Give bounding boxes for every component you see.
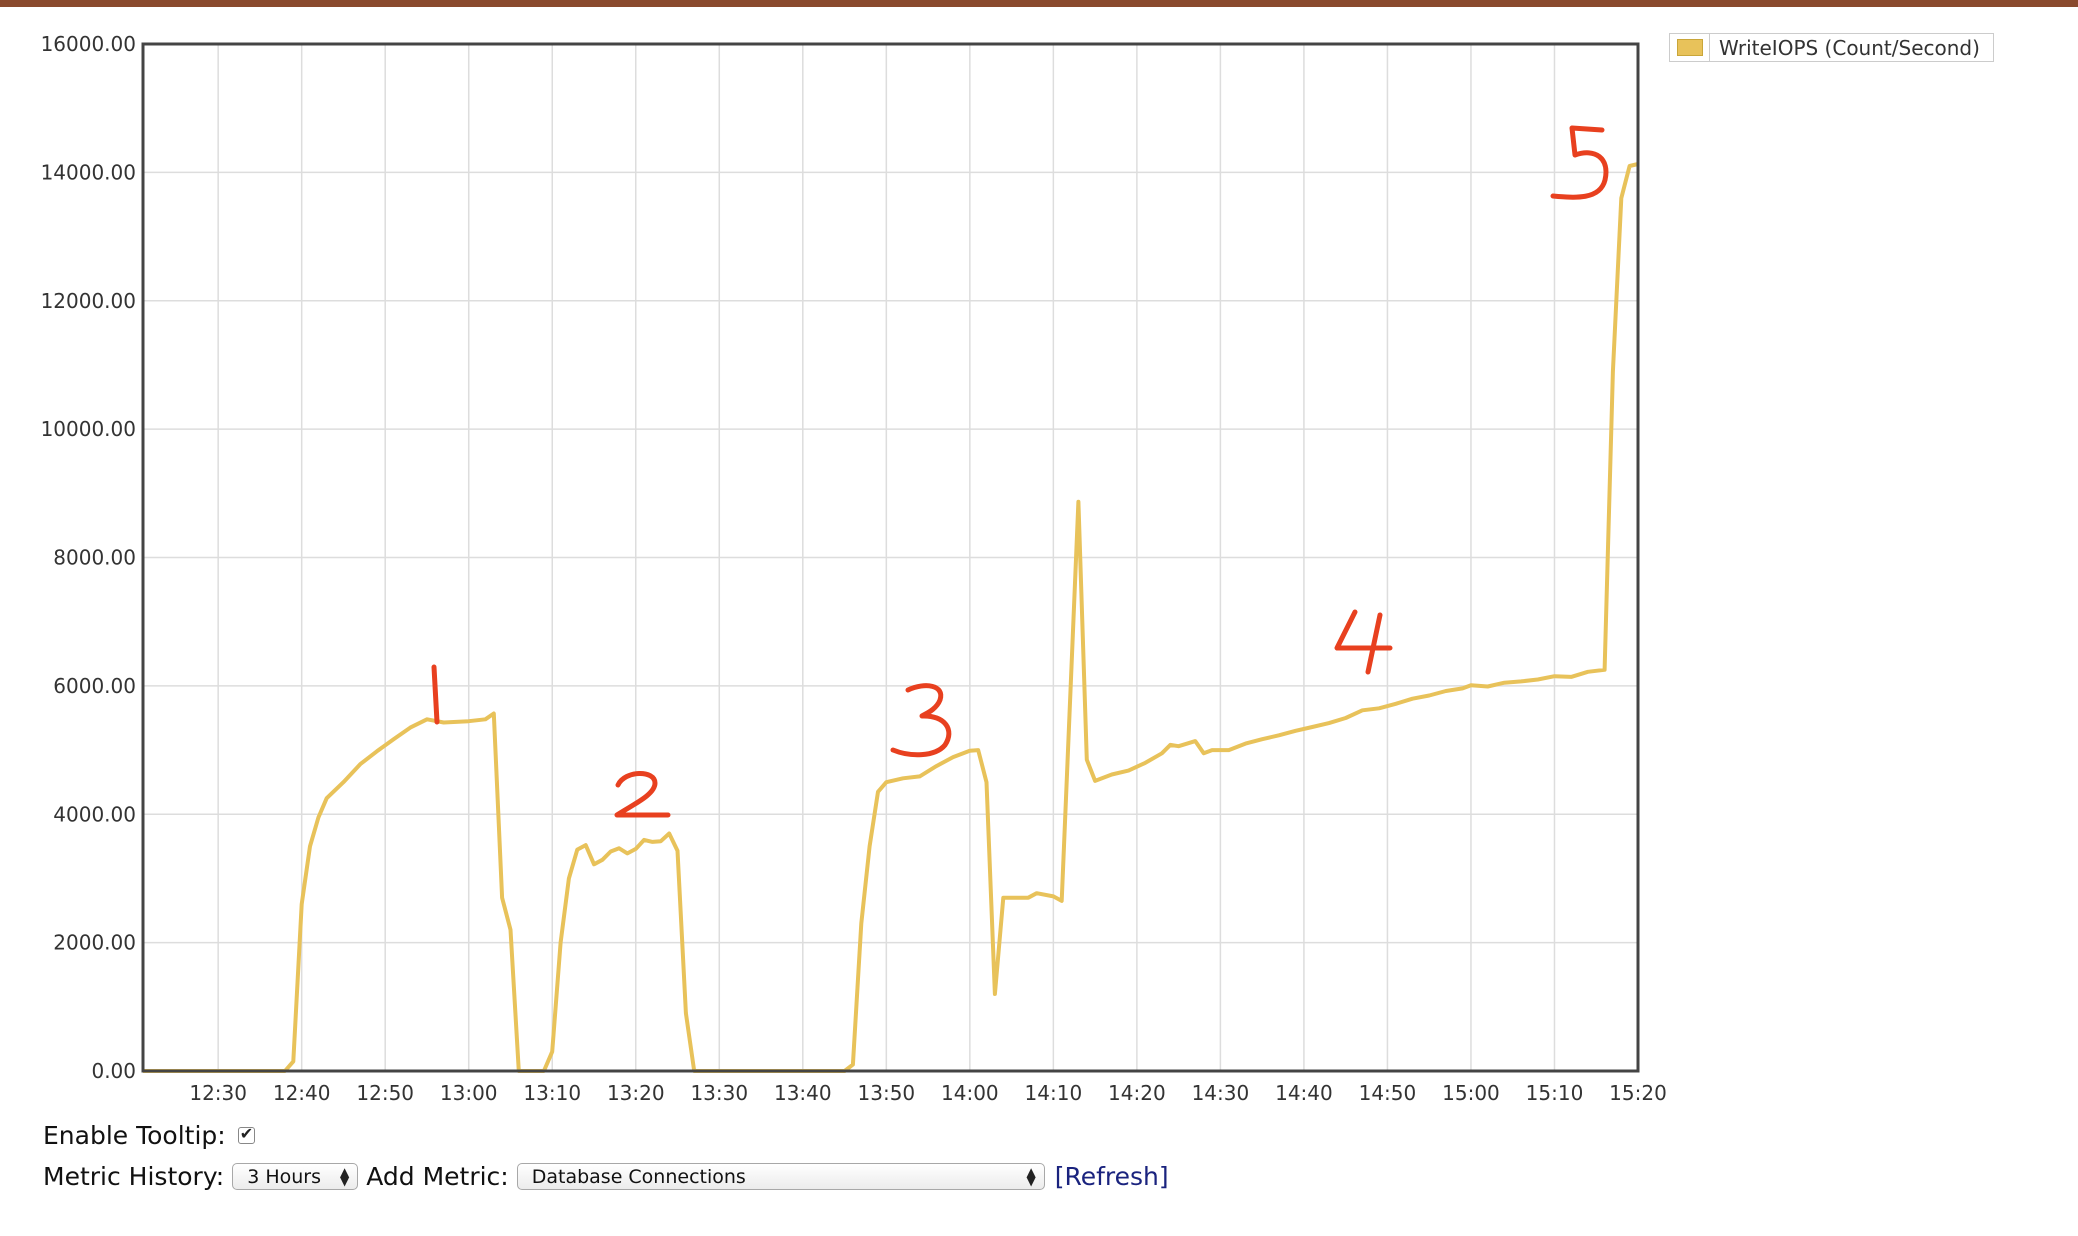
add-metric-label: Add Metric: — [366, 1162, 509, 1191]
x-tick-label: 13:20 — [607, 1081, 665, 1105]
plot-frame — [141, 42, 1640, 1073]
x-tick-label: 13:50 — [858, 1081, 916, 1105]
x-axis-ticks: 12:30 12:40 12:50 13:00 13:10 13:20 13:30 13:40… — [189, 1081, 1666, 1105]
add-metric-value: Database Connections — [531, 1165, 746, 1188]
y-tick-label: 16000.00 — [41, 32, 136, 56]
x-tick-label: 13:10 — [523, 1081, 581, 1105]
refresh-link[interactable]: [Refresh] — [1054, 1162, 1169, 1191]
x-tick-label: 15:10 — [1526, 1081, 1584, 1105]
x-tick-label: 14:50 — [1359, 1081, 1417, 1105]
x-tick-label: 14:40 — [1275, 1081, 1333, 1105]
metric-row: Metric History: 3 Hours ▲ ▼ Add Metric: D… — [43, 1162, 1169, 1191]
y-tick-label: 4000.00 — [53, 802, 136, 826]
legend-swatch-box — [1670, 34, 1710, 61]
write-iops-chart: 0.00 2000.00 4000.00 6000.00 8000.00 10000.00… — [41, 32, 1667, 1105]
x-tick-label: 15:00 — [1442, 1081, 1500, 1105]
y-axis-ticks: 0.00 2000.00 4000.00 6000.00 8000.00 10000.00… — [41, 32, 136, 1083]
x-tick-label: 12:40 — [273, 1081, 331, 1105]
y-tick-label: 2000.00 — [53, 931, 136, 955]
x-tick-label: 14:00 — [941, 1081, 999, 1105]
y-tick-label: 12000.00 — [41, 289, 136, 313]
legend-label: WriteIOPS (Count/Second) — [1719, 35, 1980, 60]
series-lines — [143, 162, 1639, 1073]
add-metric-select[interactable]: Database Connections ▲ ▼ — [516, 1163, 1045, 1190]
y-tick-label: 14000.00 — [41, 160, 136, 184]
grid — [143, 43, 1639, 1072]
x-tick-label: 12:50 — [356, 1081, 414, 1105]
annotation-5 — [1550, 125, 1609, 200]
checkmark-icon: ✔ — [239, 1124, 254, 1143]
metric-history-label: Metric History: — [43, 1162, 225, 1191]
x-tick-label: 13:30 — [690, 1081, 748, 1105]
annotations — [431, 125, 1609, 818]
x-tick-label: 14:30 — [1192, 1081, 1250, 1105]
select-arrows-icon: ▲ ▼ — [1026, 1164, 1036, 1188]
enable-tooltip-checkbox[interactable]: ✔ — [237, 1124, 255, 1144]
x-tick-label: 15:20 — [1609, 1081, 1667, 1105]
x-tick-label: 14:20 — [1108, 1081, 1166, 1105]
legend-swatch — [1676, 39, 1703, 56]
x-tick-label: 12:30 — [189, 1081, 247, 1105]
select-arrows-icon: ▲ ▼ — [339, 1164, 350, 1188]
enable-tooltip-label: Enable Tooltip: — [43, 1121, 226, 1150]
annotation-1 — [431, 664, 440, 725]
annotation-3 — [890, 683, 952, 758]
y-tick-label: 10000.00 — [41, 417, 136, 441]
top-accent-bar — [0, 0, 2078, 7]
y-tick-label: 0.00 — [91, 1059, 136, 1083]
y-tick-label: 6000.00 — [53, 674, 136, 698]
annotation-4 — [1334, 609, 1393, 675]
metric-history-value: 3 Hours — [247, 1165, 322, 1188]
tooltip-row: Enable Tooltip: ✔ — [43, 1121, 255, 1150]
metric-history-select[interactable]: 3 Hours ▲ ▼ — [232, 1163, 359, 1190]
x-tick-label: 14:10 — [1025, 1081, 1083, 1105]
x-tick-label: 13:00 — [440, 1081, 498, 1105]
series-line — [143, 162, 1639, 1073]
y-tick-label: 8000.00 — [53, 546, 136, 570]
x-tick-label: 13:40 — [774, 1081, 832, 1105]
chart-legend: WriteIOPS (Count/Second) — [1669, 33, 1994, 62]
annotation-2 — [614, 771, 671, 818]
